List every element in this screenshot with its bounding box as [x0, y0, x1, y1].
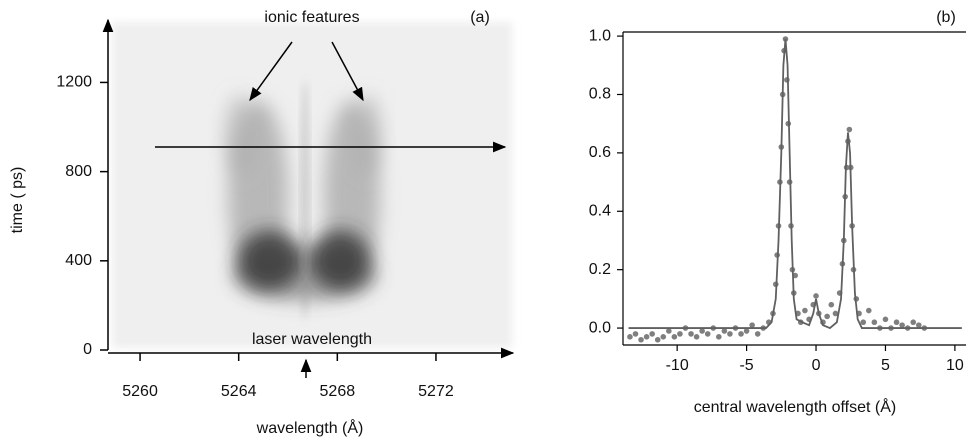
x-axis-label: central wavelength offset (Å) — [694, 397, 896, 416]
y-tick-label: 0.4 — [589, 202, 611, 219]
data-point — [846, 126, 853, 133]
panel-label: (a) — [470, 9, 490, 26]
data-point — [910, 319, 917, 326]
data-point — [754, 331, 761, 337]
x-tick-label: 0 — [812, 357, 821, 374]
data-point — [743, 328, 750, 334]
y-tick-label: 1.0 — [589, 27, 611, 44]
x-tick-label: -5 — [739, 357, 753, 374]
data-point — [899, 322, 905, 328]
y-tick-label: 1200 — [56, 74, 92, 91]
data-point — [627, 334, 633, 340]
streak-image — [112, 22, 512, 348]
data-point — [882, 316, 889, 323]
y-tick-label: 400 — [65, 252, 92, 269]
x-tick-label: 5264 — [221, 383, 257, 400]
x-tick-label: 5268 — [320, 383, 356, 400]
data-point — [828, 301, 835, 308]
annotation: laser wavelength — [252, 331, 372, 348]
data-point — [716, 334, 722, 340]
data-point — [632, 331, 639, 337]
data-point — [643, 334, 650, 340]
panel-label: (b) — [936, 9, 956, 26]
data-point — [727, 331, 733, 337]
data-point — [677, 331, 683, 337]
y-tick-label: 800 — [65, 163, 92, 180]
x-tick-label: 5272 — [418, 383, 454, 400]
annotation: ionic features — [264, 9, 359, 26]
data-point — [802, 307, 808, 314]
x-axis-label: wavelength (Å) — [256, 418, 364, 437]
data-point — [915, 322, 922, 328]
fit-line — [628, 38, 962, 330]
data-point — [871, 319, 878, 326]
y-axis-label: time ( ps) — [9, 167, 26, 234]
data-point — [749, 322, 755, 328]
y-tick-label: 0.8 — [589, 86, 611, 103]
data-point — [832, 310, 839, 317]
annotation-arrow — [331, 41, 364, 102]
data-point — [660, 334, 667, 340]
data-point — [654, 336, 661, 343]
data-point — [688, 331, 694, 337]
data-point — [693, 334, 700, 340]
y-tick-label: 0.2 — [589, 261, 611, 278]
data-point — [704, 331, 711, 337]
data-point — [638, 336, 644, 343]
data-point — [824, 313, 830, 320]
y-tick-label: 0.0 — [589, 319, 611, 336]
y-tick-label: 0.6 — [589, 144, 611, 161]
x-tick-label: -10 — [666, 357, 689, 374]
annotation-arrow — [249, 41, 293, 102]
y-tick-label: 0 — [83, 341, 92, 358]
x-tick-label: 5260 — [122, 383, 158, 400]
data-point — [865, 307, 872, 314]
data-point — [893, 319, 900, 326]
data-point — [860, 319, 867, 326]
data-point — [738, 331, 744, 337]
x-tick-label: 10 — [946, 357, 964, 374]
data-point — [813, 293, 819, 299]
data-point — [721, 328, 728, 334]
data-point — [666, 328, 672, 334]
x-tick-label: 5 — [881, 357, 890, 374]
data-point — [699, 328, 705, 334]
data-point — [671, 334, 678, 340]
data-point — [649, 331, 655, 337]
